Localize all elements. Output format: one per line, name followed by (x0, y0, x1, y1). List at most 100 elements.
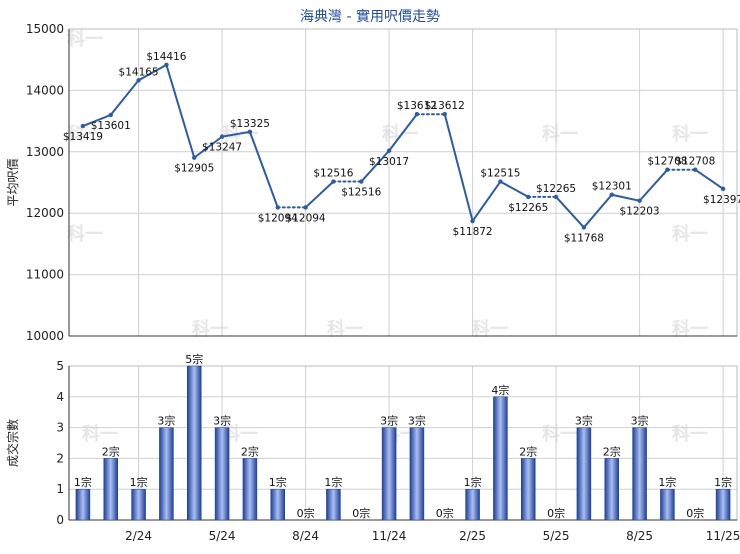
top-y-tick-label: 10000 (26, 329, 64, 343)
volume-bar (103, 458, 118, 521)
x-tick-label: 8/25 (626, 529, 653, 543)
price-point (247, 129, 253, 135)
price-value-label: $12708 (647, 156, 687, 168)
price-line-segment (555, 195, 585, 229)
price-point (303, 205, 308, 210)
bar-value-label: 3宗 (408, 414, 426, 428)
volume-bar (576, 427, 592, 521)
price-line-segment (499, 180, 530, 198)
volume-bar (381, 427, 397, 521)
price-line-segment (109, 79, 140, 116)
bottom-y-tick-label: 4 (56, 390, 64, 404)
top-y-tick-label: 11000 (26, 268, 64, 282)
volume-bar (326, 488, 341, 521)
price-point (164, 62, 169, 68)
x-tick-label: 11/24 (372, 529, 407, 543)
line-layer (80, 62, 726, 230)
x-tick-label: 2/25 (459, 529, 486, 543)
price-point (192, 155, 197, 160)
chart-title: 海典灣 - 實用呎價走勢 (300, 8, 440, 25)
price-point (108, 112, 113, 118)
bar-value-label: 3宗 (631, 414, 649, 428)
price-value-label: $12905 (174, 163, 214, 175)
bottom-y-tick-label: 5 (56, 359, 64, 373)
price-value-label: $13419 (63, 131, 103, 143)
frame-layer (68, 28, 738, 521)
price-point (80, 123, 86, 129)
top-y-tick-label: 14000 (26, 83, 64, 97)
watermark-text: 科一 (542, 423, 578, 445)
price-line-segment (443, 113, 474, 223)
price-point (553, 194, 559, 200)
bar-value-label: 3宗 (157, 414, 175, 428)
watermark-text: 科一 (222, 423, 258, 445)
price-value-label: $13601 (91, 120, 131, 132)
price-value-label: $12265 (508, 202, 548, 214)
price-value-label: $13017 (369, 156, 409, 168)
price-value-label: $13612 (425, 100, 465, 112)
price-value-label: $12516 (313, 168, 353, 180)
volume-bar (409, 427, 425, 521)
volume-bar (214, 427, 230, 521)
watermark-text: 科一 (82, 423, 118, 445)
price-value-label: $12708 (675, 156, 715, 168)
price-point (386, 148, 392, 153)
price-point (720, 186, 726, 192)
price-point (359, 179, 364, 184)
bar-value-label: 1宗 (269, 475, 287, 489)
price-line-segment (694, 168, 725, 190)
watermark-text: 科一 (672, 123, 708, 145)
price-value-label: $12515 (480, 168, 520, 180)
bar-value-label: 1宗 (714, 475, 732, 489)
price-point (219, 134, 225, 139)
bottom-y-axis-title: 成交宗數 (5, 419, 20, 467)
price-point (498, 179, 503, 184)
volume-bar (493, 396, 508, 521)
x-tick-label: 8/24 (292, 529, 319, 543)
volume-bar (270, 488, 285, 521)
price-point (470, 218, 475, 224)
price-point (136, 78, 141, 83)
top-y-tick-label: 12000 (26, 206, 64, 220)
price-line-segment (137, 63, 168, 82)
volume-bar (660, 488, 675, 521)
price-value-label: $11872 (453, 226, 493, 238)
axis-layer: 10000 11000 12000 13000 14000 15000 0 1 2 3 4 5 平均呎價… (5, 22, 740, 543)
price-line-segment (638, 168, 669, 202)
price-line-segment (582, 193, 613, 229)
price-point (637, 198, 642, 203)
bar-value-label: 0宗 (547, 506, 565, 520)
watermark-text: 科一 (672, 318, 708, 340)
price-value-label: $13325 (230, 118, 270, 130)
price-point (665, 167, 670, 172)
x-tick-label: 11/25 (706, 529, 740, 543)
bar-value-label: 0宗 (436, 506, 454, 520)
bar-value-label: 2宗 (603, 444, 621, 458)
bar-value-label: 3宗 (213, 414, 231, 428)
bar-value-label: 1宗 (324, 475, 342, 489)
price-line-segment (221, 130, 251, 138)
price-line-segment (193, 135, 224, 159)
volume-bar (159, 427, 174, 521)
bottom-y-tick-label: 0 (56, 513, 64, 527)
watermark-text: 科一 (67, 223, 103, 245)
price-point (442, 112, 447, 117)
bottom-y-tick-label: 1 (56, 482, 64, 496)
watermark-text: 科一 (382, 123, 418, 145)
price-line-segment (610, 193, 641, 202)
bar-value-label: 0宗 (686, 506, 704, 520)
price-point (414, 112, 420, 117)
bar-value-label: 3宗 (380, 414, 398, 428)
bar-value-label: 0宗 (352, 506, 370, 520)
price-line-segment (388, 113, 418, 152)
volume-bar (131, 488, 146, 521)
volume-bar (521, 458, 536, 521)
x-tick-label: 5/24 (209, 529, 236, 543)
top-y-tick-label: 15000 (26, 22, 64, 36)
bar-value-label: 5宗 (185, 352, 203, 366)
price-line-segment (304, 180, 335, 209)
price-value-label: $12516 (341, 187, 381, 199)
bar-value-label: 1宗 (658, 475, 676, 489)
watermark-text: 科一 (672, 423, 708, 445)
